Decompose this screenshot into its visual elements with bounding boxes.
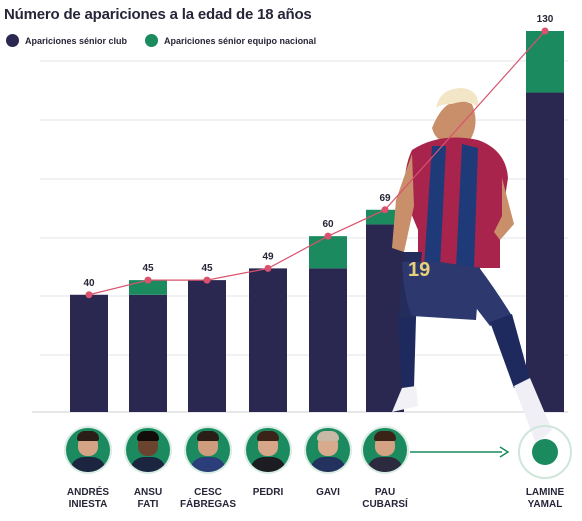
total-point [85, 291, 93, 299]
bar-national [309, 236, 347, 269]
total-label: 49 [262, 251, 274, 262]
legend-item-club: Apariciones sénior club [6, 34, 127, 47]
bars [70, 31, 564, 413]
legend: Apariciones sénior club Apariciones séni… [6, 34, 334, 47]
total-label: 69 [379, 193, 391, 204]
total-label: 40 [83, 278, 95, 289]
bar-club [70, 294, 108, 412]
total-point [144, 276, 152, 284]
legend-label-club: Apariciones sénior club [25, 35, 128, 46]
total-point [324, 232, 332, 240]
bar-national [526, 31, 564, 93]
legend-swatch-club [6, 34, 19, 47]
bar-national [129, 280, 167, 295]
total-label: 60 [322, 219, 334, 230]
legend-swatch-national [145, 34, 159, 47]
arrow-to-yamal [410, 446, 510, 458]
total-label: 45 [201, 263, 213, 274]
total-label: 45 [142, 263, 154, 274]
total-line [85, 27, 549, 299]
legend-item-national: Apariciones sénior equipo nacional [145, 34, 316, 47]
svg-text:19: 19 [408, 259, 430, 281]
total-point [264, 264, 272, 272]
legend-label-national: Apariciones sénior equipo nacional [164, 35, 317, 46]
soccer-player-photo: 19 [392, 88, 552, 444]
total-label: 130 [537, 14, 554, 25]
chart-title: Número de apariciones a la edad de 18 añ… [4, 6, 312, 23]
bar-club [526, 92, 564, 413]
data-labels: 40 45 45 49 60 69 130 [83, 14, 553, 289]
total-point [203, 276, 211, 284]
bar-club [188, 280, 226, 412]
arrow-head-icon [499, 446, 510, 458]
bar-club [366, 224, 404, 412]
total-point [381, 206, 389, 214]
bar-club [129, 294, 167, 412]
bar-club [249, 268, 287, 412]
total-point [541, 27, 549, 35]
bar-club [309, 268, 347, 412]
